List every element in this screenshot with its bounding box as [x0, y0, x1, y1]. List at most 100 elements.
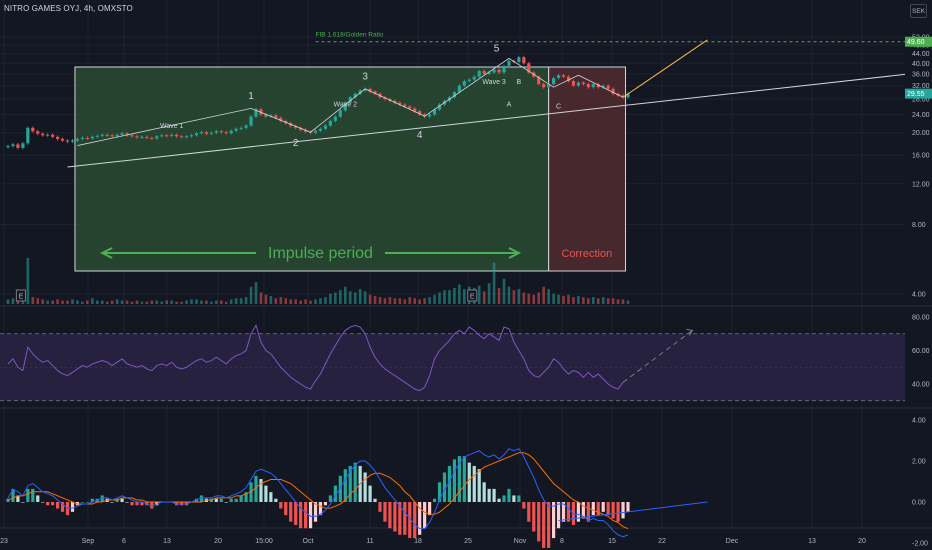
volume-bar — [31, 297, 35, 304]
candle-body — [343, 102, 347, 111]
rsi-tick-label: 60.00 — [912, 348, 930, 355]
volume-bar — [294, 299, 297, 304]
candle-body — [522, 57, 526, 64]
candle-body — [452, 92, 456, 98]
candle-body — [145, 136, 149, 138]
candle-body — [105, 134, 109, 136]
macd-histogram-bar — [214, 498, 218, 502]
candle-body — [249, 116, 253, 126]
x-tick-label: 11 — [366, 538, 373, 545]
volume-bar — [324, 297, 327, 304]
volume-bar — [596, 298, 600, 304]
candle-body — [502, 65, 506, 73]
volume-bar — [244, 297, 248, 304]
volume-bar — [487, 283, 491, 304]
candle-body — [194, 133, 199, 136]
candle-body — [348, 97, 352, 103]
volume-bar — [259, 292, 263, 304]
x-tick-label: 22 — [658, 538, 666, 545]
macd-histogram-bar — [601, 502, 605, 512]
volume-bar — [95, 300, 99, 304]
volume-bar — [433, 294, 436, 304]
volume-bar — [254, 282, 258, 304]
volume-bar — [51, 300, 54, 304]
candle-body — [299, 127, 303, 130]
macd-histogram-bar — [313, 502, 318, 522]
volume-bar — [527, 293, 531, 304]
candle-body — [313, 130, 318, 133]
x-tick-label: 20 — [858, 538, 866, 545]
candle-body — [259, 109, 263, 115]
volume-bar — [542, 286, 545, 304]
candle-body — [423, 114, 427, 117]
macd-tick-label: 4.00 — [912, 418, 926, 425]
candle-body — [304, 129, 308, 132]
macd-histogram-bar — [140, 502, 144, 506]
volume-bar — [219, 300, 223, 304]
candle-body — [125, 133, 129, 136]
candle-body — [244, 125, 248, 128]
macd-histogram-bar — [150, 502, 154, 509]
candle-body — [60, 138, 65, 141]
price-tick-label: 40.00 — [912, 61, 930, 68]
candle-body — [130, 135, 134, 137]
macd-histogram-bar — [343, 469, 347, 502]
target-price-label: 49.60 — [907, 39, 925, 46]
candle-body — [175, 134, 179, 137]
volume-bar — [557, 294, 560, 304]
macd-histogram-bar — [626, 502, 630, 512]
macd-histogram-bar — [442, 472, 447, 502]
macd-histogram-bar — [318, 502, 323, 516]
volume-bar — [373, 295, 377, 304]
x-tick-label: 13 — [808, 538, 816, 545]
candle-body — [437, 104, 442, 110]
candle-body — [626, 93, 630, 98]
macd-histogram-bar — [244, 492, 248, 502]
candle-body — [601, 85, 605, 88]
macd-histogram-bar — [522, 502, 526, 509]
volume-bar — [567, 294, 570, 304]
candle-body — [65, 140, 70, 142]
volume-bar — [91, 298, 94, 304]
candle-body — [323, 125, 328, 129]
candle-body — [56, 136, 60, 139]
rsi-projection — [622, 329, 693, 383]
macd-histogram-bar — [388, 502, 392, 529]
target-price-badge — [905, 36, 932, 47]
volume-bar — [398, 298, 402, 304]
macd-histogram-bar — [462, 456, 466, 502]
volume-bar — [140, 301, 144, 304]
macd-histogram-bar — [323, 502, 328, 506]
price-tick-label: 24.00 — [912, 112, 930, 119]
volume-bar — [458, 284, 461, 304]
macd-histogram-bar — [51, 502, 55, 506]
macd-histogram-bar — [353, 462, 357, 502]
macd-histogram-bar — [393, 502, 397, 532]
candle-body — [492, 69, 496, 73]
candle-body — [204, 132, 208, 134]
currency-badge[interactable]: SEK — [910, 4, 927, 18]
impulse-arrowhead-left — [100, 247, 113, 259]
correction-box — [548, 66, 627, 272]
macd-histogram-bar — [408, 502, 412, 539]
macd-histogram-bar — [556, 502, 561, 529]
impulse-arrowhead-right — [508, 247, 522, 259]
candle-body — [199, 132, 204, 134]
macd-histogram-bar — [423, 502, 427, 529]
macd-histogram-bar — [368, 485, 372, 502]
volume-bar — [418, 299, 421, 304]
volume-bar — [110, 300, 114, 304]
price-tick-label: 4.00 — [912, 292, 926, 299]
macd-histogram-bar — [229, 498, 233, 502]
macd-histogram-bar — [547, 502, 551, 548]
candle-body — [11, 144, 15, 147]
candle-body — [80, 137, 84, 139]
volume-bar — [453, 287, 456, 304]
macd-histogram-bar — [26, 488, 30, 502]
volume-bar — [448, 290, 451, 304]
macd-histogram-bar — [586, 502, 590, 522]
macd-histogram-bar — [482, 482, 486, 502]
x-tick-label: 8 — [560, 538, 564, 545]
volume-bar — [383, 298, 387, 304]
volume-bar — [403, 299, 407, 304]
